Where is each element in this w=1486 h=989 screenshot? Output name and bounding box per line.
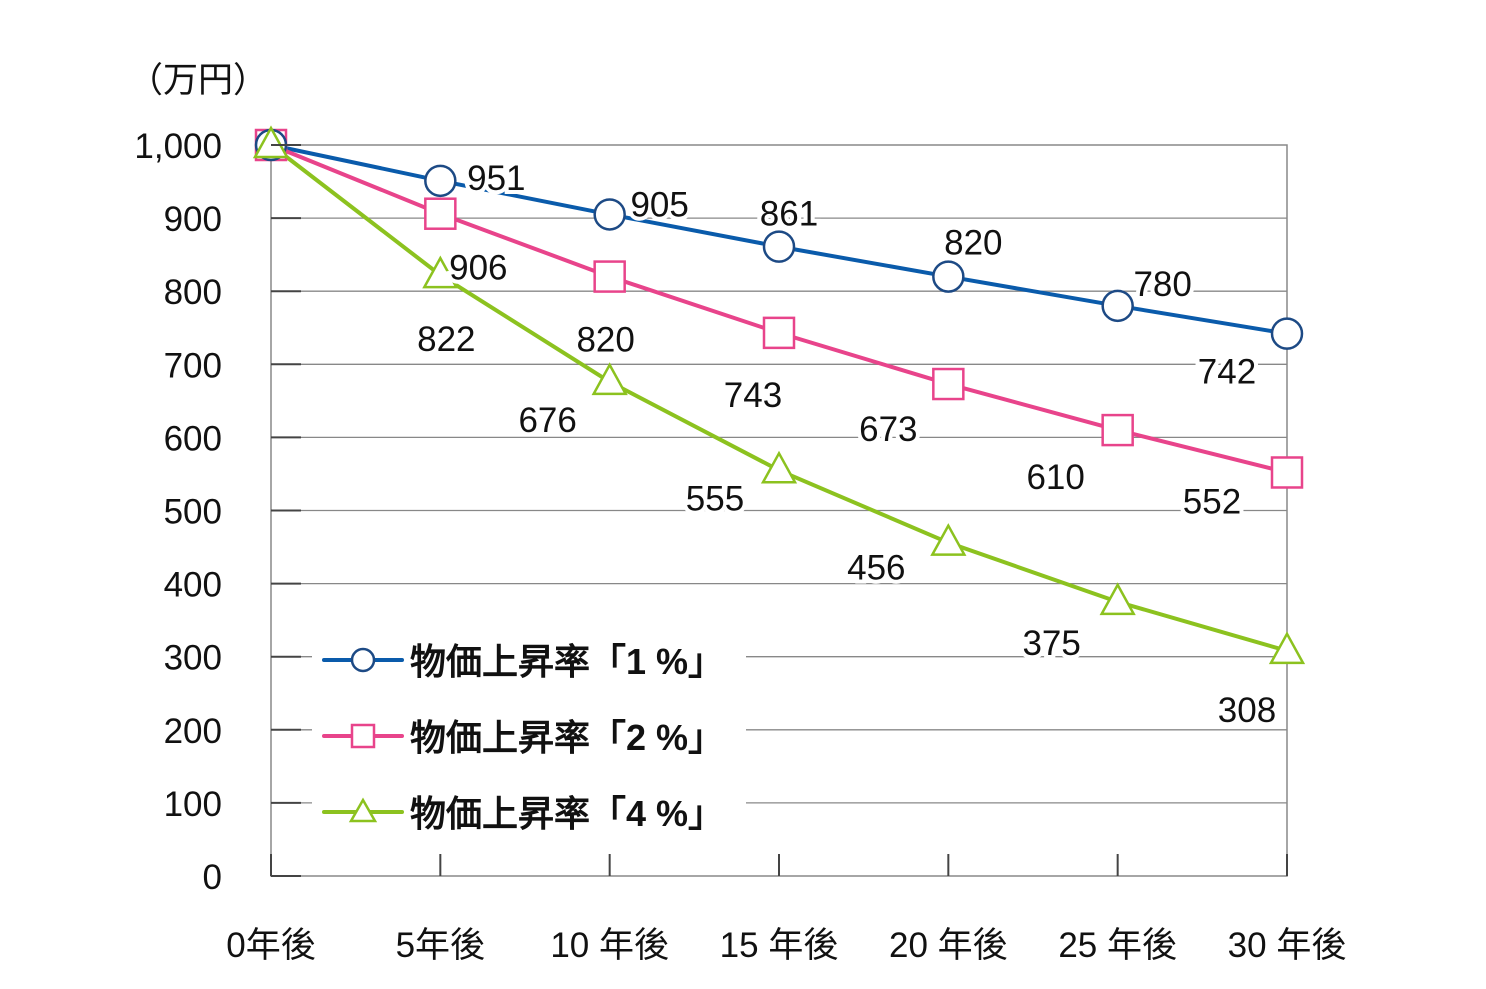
- y-tick-label: 700: [164, 346, 222, 385]
- x-tick-label: 20 年後: [889, 926, 1008, 965]
- triangle-marker: [591, 362, 628, 396]
- triangle-marker: [930, 523, 967, 556]
- legend-label: 物価上昇率「4 %」: [410, 793, 724, 834]
- y-tick-label: 400: [164, 566, 222, 605]
- legend-label: 物価上昇率「2 %」: [410, 717, 724, 758]
- y-tick-label: 900: [164, 200, 222, 239]
- data-label: 820: [576, 321, 634, 360]
- triangle-marker: [1099, 582, 1136, 616]
- y-tick-label: 0: [203, 858, 222, 897]
- data-label: 861: [760, 195, 818, 234]
- data-label: 610: [1026, 458, 1084, 497]
- data-label: 951: [467, 159, 525, 198]
- data-label: 555: [686, 479, 744, 518]
- circle-marker: [762, 230, 796, 263]
- data-label: 308: [1218, 691, 1276, 730]
- x-tick-label: 15 年後: [720, 926, 839, 965]
- triangle-marker: [760, 450, 798, 484]
- circle-marker: [350, 647, 376, 673]
- triangle-marker: [422, 255, 459, 289]
- y-tick-label: 100: [164, 785, 222, 824]
- circle-marker: [1270, 317, 1304, 350]
- circle-marker: [424, 164, 457, 198]
- data-label: 742: [1198, 353, 1256, 392]
- data-label: 456: [847, 549, 905, 588]
- y-tick-label: 600: [164, 419, 222, 458]
- x-tick-label: 30 年後: [1228, 926, 1347, 965]
- x-tick-label: 10 年後: [550, 926, 669, 965]
- y-tick-label: 200: [164, 712, 222, 751]
- circle-marker: [593, 198, 626, 231]
- x-tick-label: 25 年後: [1058, 926, 1177, 965]
- circle-marker: [1101, 289, 1134, 323]
- y-tick-label: 1,000: [134, 127, 222, 166]
- data-label: 780: [1133, 265, 1191, 304]
- x-tick-label: 5年後: [396, 926, 485, 965]
- data-label: 375: [1022, 624, 1080, 663]
- data-label: 743: [724, 376, 782, 415]
- square-marker: [762, 316, 796, 350]
- y-unit-label: （万円）: [128, 61, 268, 100]
- y-tick-label: 300: [164, 639, 222, 678]
- triangle-marker: [252, 125, 290, 159]
- triangle-marker: [348, 797, 378, 823]
- square-marker: [1101, 413, 1134, 447]
- y-tick-label: 500: [164, 493, 222, 532]
- square-marker: [932, 367, 965, 401]
- square-marker: [593, 260, 626, 293]
- square-marker: [350, 723, 376, 749]
- data-label: 552: [1183, 482, 1241, 521]
- data-label: 673: [859, 410, 917, 449]
- data-label: 820: [944, 224, 1002, 263]
- square-marker: [424, 197, 457, 230]
- data-label: 905: [630, 185, 688, 224]
- circle-marker: [932, 260, 965, 293]
- x-tick-label: 0年後: [226, 926, 315, 965]
- data-label: 906: [449, 249, 507, 288]
- data-label: 676: [518, 401, 576, 440]
- y-tick-label: 800: [164, 273, 222, 312]
- data-label: 822: [417, 320, 475, 359]
- triangle-marker: [1268, 631, 1306, 665]
- square-marker: [1270, 456, 1304, 489]
- legend-label: 物価上昇率「1 %」: [410, 641, 724, 682]
